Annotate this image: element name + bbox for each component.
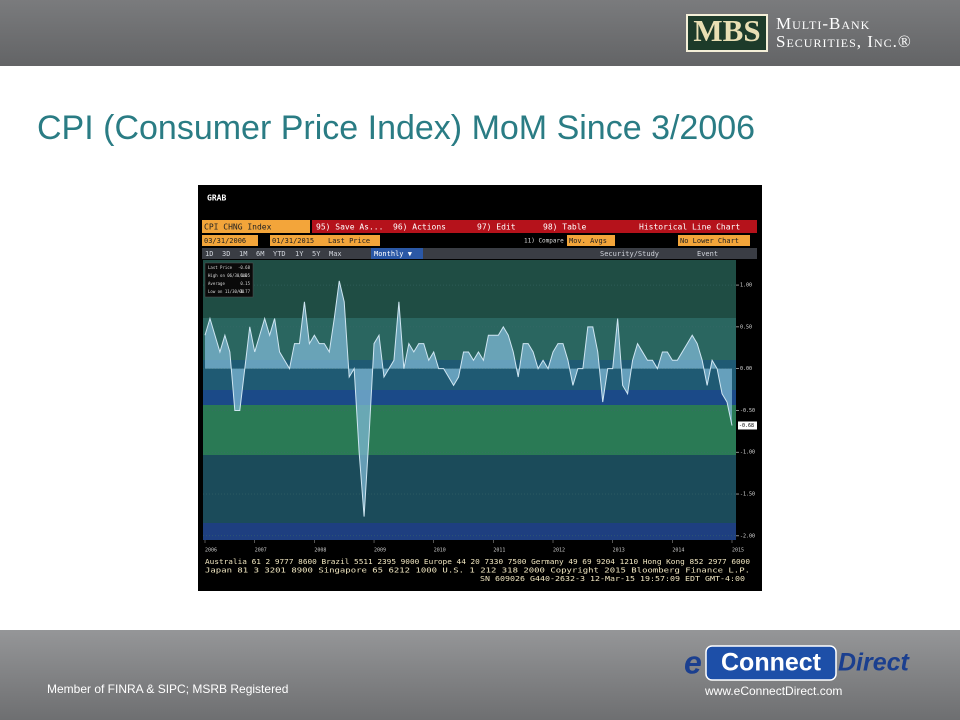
menu-item: 97) Edit	[477, 223, 516, 232]
slide-title: CPI (Consumer Price Index) MoM Since 3/2…	[37, 109, 755, 147]
chart-kind: Historical Line Chart	[639, 223, 740, 232]
plot-band	[203, 260, 736, 318]
area-line	[204, 280, 733, 517]
x-year-label: 2007	[255, 548, 267, 554]
period-button[interactable]: 1M	[239, 250, 247, 258]
x-year-label: 2013	[613, 548, 625, 554]
lower-box	[678, 235, 750, 246]
terminal-footer: Japan 81 3 3201 8900 Singapore 65 6212 1…	[205, 567, 750, 575]
y-tick-label: -1.00	[740, 450, 755, 456]
plot-band	[203, 405, 736, 455]
lower-chart: No Lower Chart	[680, 237, 739, 245]
x-year-label: 2009	[374, 548, 386, 554]
event: Event	[697, 250, 718, 258]
field: Last Price	[328, 237, 370, 245]
brand-direct: Direct	[838, 649, 911, 677]
brand-connect: Connect	[721, 649, 822, 677]
date-field	[202, 235, 258, 246]
y-tick-label: -2.00	[740, 533, 755, 539]
legend-value: -1.77	[238, 289, 251, 294]
x-year-label: 2008	[314, 548, 326, 554]
menu-item: 95) Save As...	[316, 223, 383, 232]
legend-value: -0.68	[238, 265, 251, 270]
y-tick-label: 0.50	[740, 324, 752, 330]
legend-label: Last Price	[208, 265, 233, 270]
area-fill	[205, 280, 732, 517]
y-tick-label: 0.00	[740, 366, 752, 372]
field-box	[326, 235, 380, 246]
plot-band	[203, 455, 736, 523]
compare-box	[567, 235, 615, 246]
security-field	[202, 220, 310, 233]
period-button[interactable]: Max	[329, 250, 342, 258]
x-year-label: 2014	[672, 548, 684, 554]
header-bar	[0, 0, 960, 66]
x-year-label: 2015	[732, 548, 744, 554]
y-tick-label: 1.00	[740, 283, 752, 289]
terminal-screenshot: GRAB CPI CHNG Index 95) Save As... 96) Acti…	[198, 185, 762, 591]
legend-value: 1.05	[240, 273, 250, 278]
y-axis-panel	[736, 260, 757, 540]
y-tick-label: -0.50	[740, 408, 755, 414]
x-year-label: 2011	[493, 548, 505, 554]
start-date: 03/31/2006	[204, 237, 246, 245]
legend-label: High on 06/30/08	[208, 273, 247, 278]
menu-bar	[312, 220, 757, 233]
period-button[interactable]: 5Y	[312, 250, 321, 258]
last-price-label: -0.68	[739, 423, 754, 429]
disclosure: Member of FINRA & SIPC; MSRB Registered	[47, 682, 288, 696]
frequency-box	[371, 248, 423, 259]
period-button[interactable]: 3D	[222, 250, 230, 258]
frequency: Monthly ▼	[374, 250, 413, 258]
grab-label: GRAB	[207, 194, 226, 203]
x-year-label: 2012	[553, 548, 565, 554]
url: www.eConnectDirect.com	[704, 684, 842, 698]
period-button[interactable]: 1Y	[295, 250, 304, 258]
plot-band	[203, 390, 736, 405]
legend-box	[204, 262, 254, 298]
brand-e: e	[684, 644, 702, 680]
menu-item: 96) Actions	[393, 223, 446, 232]
terminal-footer: SN 609026 G440-2632-3 12-Mar-15 19:57:09…	[480, 575, 745, 583]
period-button[interactable]: 1D	[205, 250, 213, 258]
security: CPI CHNG Index	[204, 223, 272, 232]
logo-mark: MBS	[693, 13, 760, 48]
period-button[interactable]: 6M	[256, 250, 264, 258]
legend-label: Average	[208, 281, 225, 286]
logo-line2: Securities, Inc.®	[776, 32, 912, 51]
y-tick-label: -1.50	[740, 492, 755, 498]
menu-item: 98) Table	[543, 223, 587, 232]
toolbar	[202, 248, 757, 259]
period-button[interactable]: YTD	[273, 250, 286, 258]
terminal-footer: Australia 61 2 9777 8600 Brazil 5511 239…	[205, 558, 750, 566]
end-date: 01/31/2015	[272, 237, 314, 245]
compare: 11) Compare	[524, 238, 564, 245]
legend-value: 0.15	[240, 281, 250, 286]
last-price-tag	[738, 421, 757, 430]
logo-line1: Multi-Bank	[776, 14, 870, 33]
logo-box	[686, 14, 768, 52]
plot-band	[203, 523, 736, 540]
legend-label: Low on 11/30/08	[208, 289, 245, 294]
compare-value: Mov. Avgs	[569, 237, 607, 245]
date-field	[270, 235, 326, 246]
brand-box	[705, 645, 837, 681]
x-year-label: 2010	[434, 548, 446, 554]
x-year-label: 2006	[205, 548, 217, 554]
study: Security/Study	[600, 250, 659, 258]
